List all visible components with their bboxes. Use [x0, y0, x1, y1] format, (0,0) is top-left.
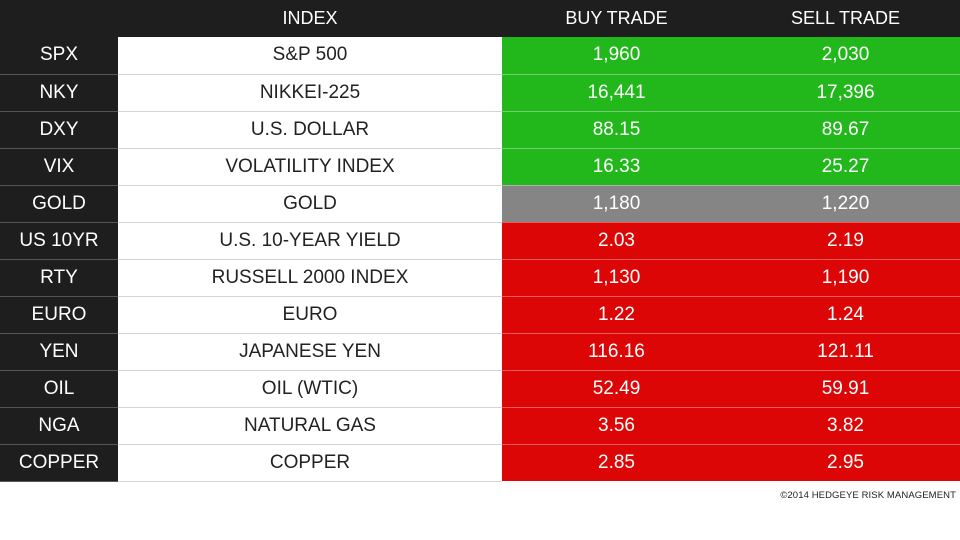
sell-trade-cell: 17,396	[731, 74, 960, 112]
buy-trade-cell: 2.85	[502, 444, 731, 482]
table-row: DXY U.S. DOLLAR 88.15 89.67	[0, 111, 960, 149]
sell-trade-cell: 1.24	[731, 296, 960, 334]
sell-trade-cell: 3.82	[731, 407, 960, 445]
symbol-cell: US 10YR	[0, 222, 118, 260]
table-row: OIL OIL (WTIC) 52.49 59.91	[0, 370, 960, 408]
index-name-cell: U.S. 10-YEAR YIELD	[118, 222, 502, 260]
table-row: SPX S&P 500 1,960 2,030	[0, 37, 960, 75]
table-row: US 10YR U.S. 10-YEAR YIELD 2.03 2.19	[0, 222, 960, 260]
index-name-cell: JAPANESE YEN	[118, 333, 502, 371]
buy-trade-cell: 1,130	[502, 259, 731, 297]
index-name-cell: U.S. DOLLAR	[118, 111, 502, 149]
symbol-cell: VIX	[0, 148, 118, 186]
sell-trade-cell: 25.27	[731, 148, 960, 186]
index-name-cell: S&P 500	[118, 37, 502, 75]
trade-ranges-table: INDEX BUY TRADE SELL TRADE SPX S&P 500 1,9…	[0, 0, 960, 482]
index-name-cell: RUSSELL 2000 INDEX	[118, 259, 502, 297]
table-row: VIX VOLATILITY INDEX 16.33 25.27	[0, 148, 960, 186]
symbol-cell: YEN	[0, 333, 118, 371]
table-row: COPPER COPPER 2.85 2.95	[0, 444, 960, 482]
table-row: YEN JAPANESE YEN 116.16 121.11	[0, 333, 960, 371]
buy-trade-cell: 88.15	[502, 111, 731, 149]
index-name-cell: VOLATILITY INDEX	[118, 148, 502, 186]
index-name-cell: OIL (WTIC)	[118, 370, 502, 408]
symbol-cell: EURO	[0, 296, 118, 334]
sell-trade-cell: 1,190	[731, 259, 960, 297]
symbol-cell: COPPER	[0, 444, 118, 482]
copyright-footer: ©2014 HEDGEYE RISK MANAGEMENT	[780, 490, 956, 501]
sell-trade-cell: 1,220	[731, 185, 960, 223]
symbol-cell: SPX	[0, 37, 118, 75]
sell-trade-cell: 121.11	[731, 333, 960, 371]
table-row: EURO EURO 1.22 1.24	[0, 296, 960, 334]
index-name-cell: EURO	[118, 296, 502, 334]
table-row: RTY RUSSELL 2000 INDEX 1,130 1,190	[0, 259, 960, 297]
index-name-cell: NATURAL GAS	[118, 407, 502, 445]
table-body: SPX S&P 500 1,960 2,030 NKY NIKKEI-225 16,441 1…	[0, 37, 960, 482]
buy-trade-cell: 16.33	[502, 148, 731, 186]
table-row: NKY NIKKEI-225 16,441 17,396	[0, 74, 960, 112]
buy-trade-cell: 52.49	[502, 370, 731, 408]
table-row: GOLD GOLD 1,180 1,220	[0, 185, 960, 223]
buy-trade-cell: 1,960	[502, 37, 731, 75]
index-name-cell: NIKKEI-225	[118, 74, 502, 112]
sell-trade-cell: 2,030	[731, 37, 960, 75]
sell-trade-cell: 59.91	[731, 370, 960, 408]
sell-trade-cell: 2.19	[731, 222, 960, 260]
symbol-cell: NGA	[0, 407, 118, 445]
symbol-cell: RTY	[0, 259, 118, 297]
buy-trade-cell: 16,441	[502, 74, 731, 112]
table-row: NGA NATURAL GAS 3.56 3.82	[0, 407, 960, 445]
symbol-cell: GOLD	[0, 185, 118, 223]
index-name-cell: GOLD	[118, 185, 502, 223]
header-index: INDEX	[118, 0, 502, 37]
symbol-cell: NKY	[0, 74, 118, 112]
sell-trade-cell: 2.95	[731, 444, 960, 482]
buy-trade-cell: 116.16	[502, 333, 731, 371]
sell-trade-cell: 89.67	[731, 111, 960, 149]
table-header-row: INDEX BUY TRADE SELL TRADE	[0, 0, 960, 37]
header-sell-trade: SELL TRADE	[731, 0, 960, 37]
buy-trade-cell: 1,180	[502, 185, 731, 223]
buy-trade-cell: 2.03	[502, 222, 731, 260]
symbol-cell: OIL	[0, 370, 118, 408]
index-name-cell: COPPER	[118, 444, 502, 482]
header-symbol	[0, 0, 118, 37]
buy-trade-cell: 3.56	[502, 407, 731, 445]
symbol-cell: DXY	[0, 111, 118, 149]
header-buy-trade: BUY TRADE	[502, 0, 731, 37]
buy-trade-cell: 1.22	[502, 296, 731, 334]
